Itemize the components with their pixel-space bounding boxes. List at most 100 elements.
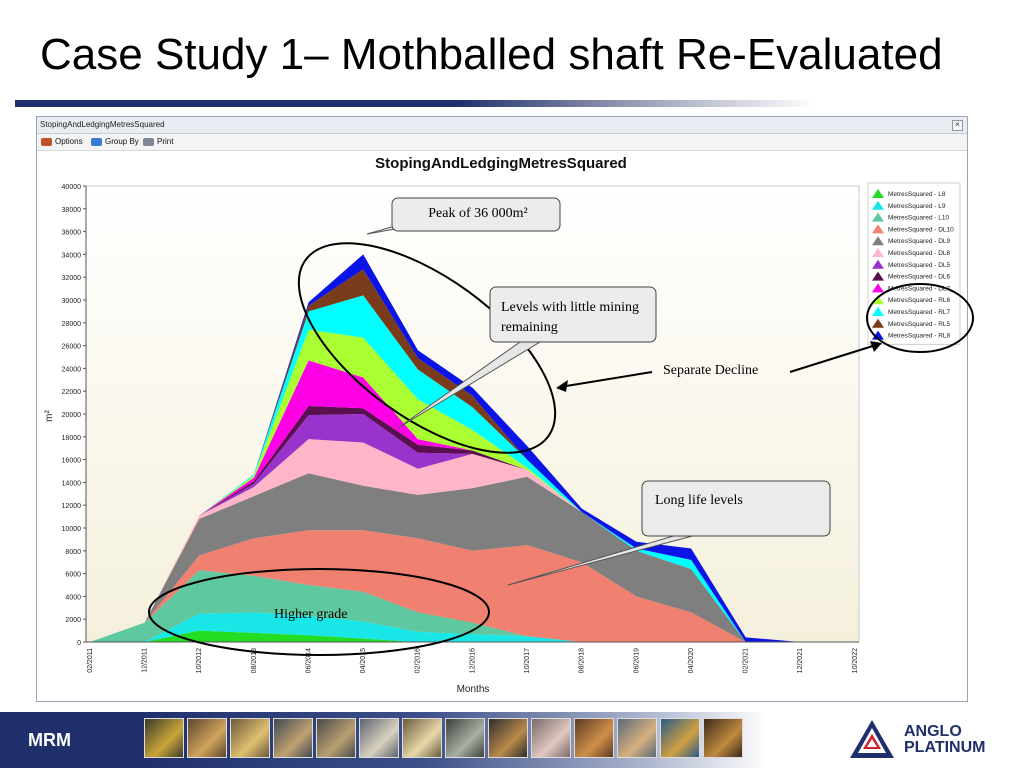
x-tick-label: 10/2012 <box>196 648 203 673</box>
area-series-5 <box>90 473 855 642</box>
y-tick-label: 22000 <box>62 389 82 396</box>
separate-decline-arrow-left <box>559 371 653 388</box>
legend-swatch <box>872 259 884 269</box>
footer-photo-thumbnail <box>445 718 485 758</box>
legend-label: MetresSquared - DL7 <box>888 285 951 292</box>
x-tick-label: 08/2018 <box>579 648 586 673</box>
legend-swatch <box>872 200 884 210</box>
y-tick-label: 36000 <box>62 230 82 237</box>
area-series-1 <box>90 630 855 642</box>
window-toolbar: Options Group By Print <box>37 134 967 151</box>
footer-photo-thumbnail <box>531 718 571 758</box>
y-tick-label: 32000 <box>62 275 82 282</box>
footer-photo-thumbnail <box>144 718 184 758</box>
options-label: Options <box>55 137 83 146</box>
x-tick-label: 04/2020 <box>688 648 695 673</box>
levels-callout-box <box>489 286 657 343</box>
y-tick-label: 12000 <box>62 503 82 510</box>
peak-callout-text: Peak of 36 000m² <box>428 206 528 221</box>
area-series-6 <box>90 439 855 642</box>
x-tick-label: 10/2017 <box>524 648 531 673</box>
group-by-label: Group By <box>105 137 139 146</box>
higher-grade-label: Higher grade <box>274 607 348 622</box>
footer-photo-thumbnail <box>359 718 399 758</box>
y-tick-label: 40000 <box>62 184 82 191</box>
x-tick-label: 12/2021 <box>797 648 804 673</box>
window-titlebar: StopingAndLedgingMetresSquared × <box>37 117 967 134</box>
footer-photo-thumbnail <box>703 718 743 758</box>
y-tick-label: 38000 <box>62 207 82 214</box>
y-tick-label: 0 <box>77 640 81 647</box>
options-icon <box>41 138 52 146</box>
x-tick-label: 02/2016 <box>415 648 422 673</box>
x-tick-label: 02/2021 <box>743 648 750 673</box>
legend-label: MetresSquared - DL6 <box>888 274 951 281</box>
x-tick-label: 06/2014 <box>305 648 312 673</box>
logo-line-2: PLATINUM <box>904 739 986 756</box>
stacked-area-chart: StopingAndLedgingMetresSquared 0 2000 4000… <box>44 155 961 695</box>
y-tick-label: 8000 <box>65 549 81 556</box>
y-axis-label: m² <box>44 410 55 422</box>
legend-swatch <box>872 212 884 222</box>
separate-decline-arrowhead-right <box>870 341 882 352</box>
y-tick-label: 2000 <box>65 617 81 624</box>
area-series-10 <box>90 329 855 642</box>
legend-swatch <box>872 189 884 198</box>
separate-decline-label: Separate Decline <box>663 363 759 378</box>
y-tick-label: 16000 <box>62 458 82 465</box>
print-button[interactable]: Print <box>143 134 173 150</box>
legend-ellipse <box>866 283 974 353</box>
peak-callout-box <box>391 197 561 232</box>
area-series-9 <box>90 360 855 642</box>
slide-footer: MRM ANGLO PLATINUM <box>0 712 1024 768</box>
area-series-11 <box>90 295 855 642</box>
legend-label: MetresSquared - L9 <box>888 203 946 210</box>
long-life-callout-pointer <box>507 533 701 586</box>
y-tick-label: 24000 <box>62 366 82 373</box>
footer-photo-thumbnail <box>273 718 313 758</box>
y-tick-label: 20000 <box>62 412 82 419</box>
levels-callout-text: Levels with little mining remaining <box>501 300 640 335</box>
print-icon <box>143 138 154 146</box>
area-series-4 <box>90 530 855 642</box>
legend-swatch <box>872 307 884 316</box>
long-life-callout-text: Long life levels <box>655 493 743 508</box>
x-tick-label: 12/2016 <box>469 648 476 673</box>
area-series-3 <box>90 570 855 642</box>
y-axis: 0 2000 4000 6000 8000 10000 12000 14000 16000 180… <box>62 184 87 647</box>
legend-label: MetresSquared - RL5 <box>888 321 951 328</box>
x-tick-label: 04/2015 <box>360 648 367 673</box>
legend-swatch <box>872 271 884 281</box>
footer-photo-thumbnail <box>574 718 614 758</box>
legend-swatch <box>872 236 884 246</box>
long-life-callout-box <box>641 480 831 537</box>
group-by-button[interactable]: Group By <box>91 134 139 150</box>
footer-brand: MRM <box>0 712 138 768</box>
y-tick-label: 26000 <box>62 344 82 351</box>
chart-legend: MetresSquared - L8 MetresSquared - L9 Metr… <box>867 182 961 345</box>
y-tick-label: 14000 <box>62 480 82 487</box>
x-tick-label: 10/2022 <box>852 648 859 673</box>
y-tick-label: 4000 <box>65 594 81 601</box>
legend-label: MetresSquared - RL7 <box>888 309 951 316</box>
x-axis-label: Months <box>457 684 490 695</box>
footer-brand-text: MRM <box>28 730 71 750</box>
chart-title: StopingAndLedgingMetresSquared <box>375 155 627 172</box>
footer-photo-thumbnail <box>316 718 356 758</box>
footer-photo-thumbnail <box>660 718 700 758</box>
y-tick-label: 6000 <box>65 572 81 579</box>
legend-swatch <box>872 248 884 257</box>
higher-grade-ellipse <box>148 568 490 656</box>
legend-label: MetresSquared - L10 <box>888 215 949 222</box>
x-tick-label: 06/2019 <box>633 648 640 673</box>
legend-label: MetresSquared - DL8 <box>888 250 951 257</box>
close-icon[interactable]: × <box>952 120 963 131</box>
anglo-platinum-logo: ANGLO PLATINUM <box>848 718 998 762</box>
x-tick-label: 02/2011 <box>87 648 94 673</box>
levels-callout-pointer <box>397 341 542 429</box>
legend-swatch <box>872 295 884 305</box>
footer-photo-thumbnail <box>488 718 528 758</box>
options-button[interactable]: Options <box>41 134 83 150</box>
legend-swatch <box>872 318 884 328</box>
